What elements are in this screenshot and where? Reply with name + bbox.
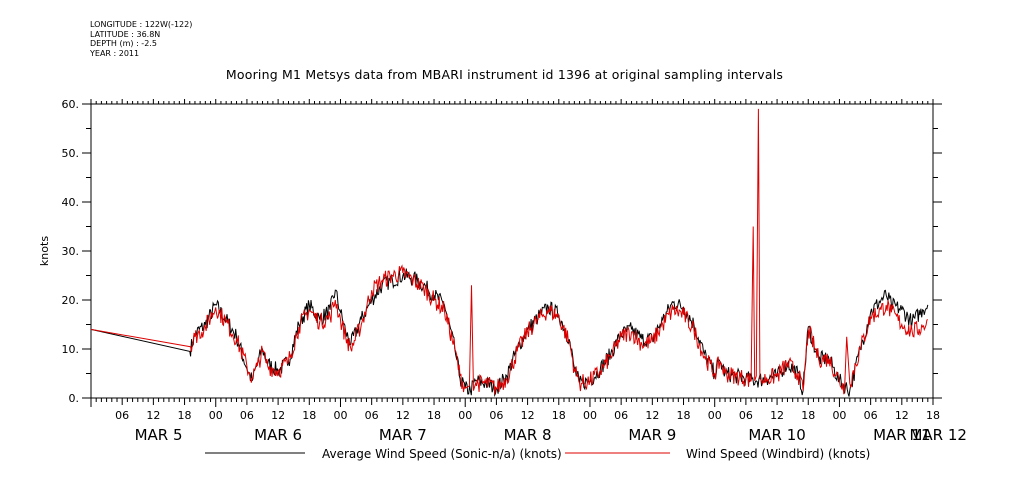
x-hour-label: 18: [926, 409, 940, 422]
x-day-label: MAR 10: [748, 426, 805, 444]
y-tick-label: 50.: [62, 147, 80, 160]
y-tick-label: 0.: [69, 392, 80, 405]
x-day-label: MAR 6: [254, 426, 302, 444]
legend-label-average: Average Wind Speed (Sonic-n/a) (knots): [322, 447, 562, 461]
y-tick-label: 30.: [62, 245, 80, 258]
x-hour-label: 18: [302, 409, 316, 422]
x-hour-label: 06: [115, 409, 129, 422]
x-hour-label: 06: [864, 409, 878, 422]
plot-frame: [90, 103, 934, 399]
x-day-label: MAR 9: [628, 426, 676, 444]
y-axis-label: knots: [38, 236, 51, 266]
x-day-label: MAR 11: [873, 426, 930, 444]
x-hour-label: 06: [614, 409, 628, 422]
x-hour-label: 00: [583, 409, 597, 422]
plot-axes: 0. 10. 20. 30. 40. 50. 60. 06 12 18 00 06 12 18 00 06 12…: [62, 98, 967, 444]
chart-title: Mooring M1 Metsys data from MBARI instru…: [225, 67, 784, 82]
series-layer: [90, 108, 929, 398]
x-hour-label: 12: [271, 409, 285, 422]
x-hour-label: 06: [365, 409, 379, 422]
x-hour-label: 06: [240, 409, 254, 422]
x-hour-label: 18: [801, 409, 815, 422]
x-hour-label: 12: [645, 409, 659, 422]
y-tick-label: 20.: [62, 294, 80, 307]
x-day-label: MAR 7: [379, 426, 427, 444]
x-hour-label: 00: [333, 409, 347, 422]
longitude-label: LONGITUDE : 122W(-122): [90, 20, 193, 29]
x-hour-label: 00: [458, 409, 472, 422]
x-hour-label: 18: [677, 409, 691, 422]
y-tick-label: 40.: [62, 196, 80, 209]
x-hour-label: 18: [427, 409, 441, 422]
x-hour-label: 00: [708, 409, 722, 422]
x-day-label: MAR 5: [135, 426, 183, 444]
x-hour-label: 12: [770, 409, 784, 422]
x-hour-label: 18: [178, 409, 192, 422]
legend: Average Wind Speed (Sonic-n/a) (knots) W…: [205, 447, 870, 461]
x-hour-label: 06: [489, 409, 503, 422]
x-hour-label: 18: [552, 409, 566, 422]
year-label: YEAR : 2011: [90, 48, 140, 58]
latitude-label: LATITUDE : 36.8N: [90, 29, 161, 39]
y-tick-label: 60.: [62, 98, 80, 111]
x-hour-label: 12: [895, 409, 909, 422]
depth-label: DEPTH (m) : -2.5: [90, 39, 157, 48]
legend-label-windbird: Wind Speed (Windbird) (knots): [686, 447, 870, 461]
x-hour-label: 00: [832, 409, 846, 422]
x-hour-label: 12: [396, 409, 410, 422]
x-hour-label: 06: [739, 409, 753, 422]
x-day-label: MAR 8: [504, 426, 552, 444]
x-hour-label: 00: [209, 409, 223, 422]
x-hour-label: 12: [521, 409, 535, 422]
series-windbird-wind-speed: [90, 108, 929, 395]
x-day-label: MAR 12: [909, 426, 966, 444]
x-hour-label: 12: [146, 409, 160, 422]
y-tick-label: 10.: [62, 343, 80, 356]
metadata-block: LONGITUDE : 122W(-122) LATITUDE : 36.8N …: [90, 20, 192, 58]
